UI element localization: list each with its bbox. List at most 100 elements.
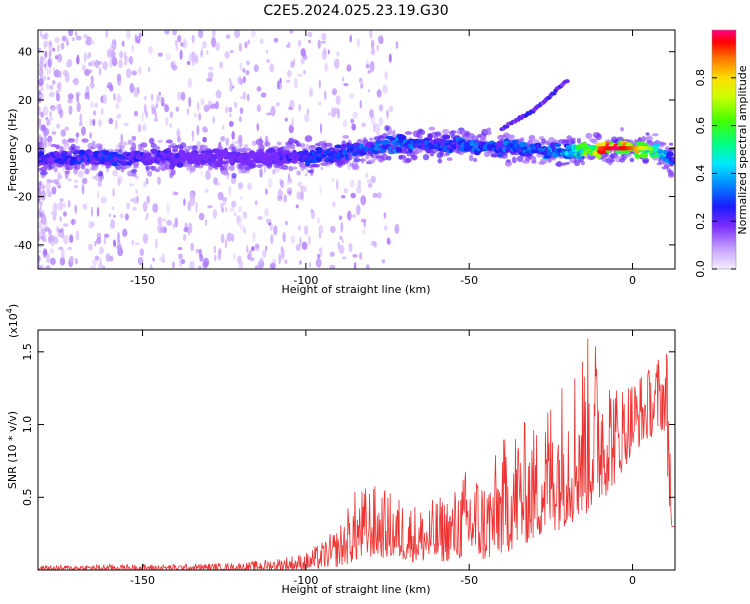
noise-speckle xyxy=(229,49,234,54)
noise-speckle xyxy=(129,183,135,187)
ridge-halo xyxy=(353,158,362,163)
noise-speckle xyxy=(236,255,242,264)
noise-speckle xyxy=(38,67,44,78)
noise-speckle xyxy=(307,108,310,115)
noise-speckle xyxy=(287,41,291,48)
ridge-halo xyxy=(629,157,635,163)
noise-speckle xyxy=(82,203,88,210)
noise-speckle xyxy=(135,175,139,180)
ridge-halo xyxy=(176,136,182,143)
noise-speckle xyxy=(157,216,163,225)
noise-speckle xyxy=(208,66,214,71)
noise-speckle xyxy=(374,123,377,128)
ridge-halo xyxy=(281,164,289,171)
ridge-halo xyxy=(73,164,81,170)
ridge-blob xyxy=(666,151,674,158)
ridge-halo xyxy=(155,168,160,173)
ridge-blob xyxy=(425,148,432,154)
noise-speckle xyxy=(60,129,66,137)
noise-speckle xyxy=(176,128,181,139)
noise-speckle xyxy=(137,123,142,133)
noise-speckle xyxy=(121,40,125,47)
noise-speckle xyxy=(300,48,306,57)
noise-speckle xyxy=(132,207,137,211)
noise-speckle xyxy=(49,84,54,90)
noise-speckle xyxy=(265,245,268,252)
ridge-halo xyxy=(472,157,478,163)
noise-speckle xyxy=(267,178,273,189)
noise-speckle xyxy=(210,36,217,48)
noise-speckle xyxy=(195,201,198,213)
ridge-halo xyxy=(645,132,650,136)
noise-speckle xyxy=(297,39,302,47)
noise-speckle xyxy=(131,135,137,141)
noise-speckle xyxy=(88,220,94,229)
ridge-halo xyxy=(446,157,453,161)
noise-speckle xyxy=(217,250,222,261)
ridge-halo xyxy=(342,134,350,139)
noise-speckle xyxy=(142,233,149,244)
noise-speckle xyxy=(133,110,139,117)
noise-speckle xyxy=(229,112,232,118)
noise-speckle xyxy=(303,70,307,75)
noise-speckle xyxy=(189,260,195,269)
noise-speckle xyxy=(110,43,116,49)
noise-speckle xyxy=(329,251,335,257)
noise-speckle xyxy=(69,255,74,263)
noise-speckle xyxy=(290,234,296,244)
ridge-halo xyxy=(404,131,413,135)
noise-speckle xyxy=(310,208,314,214)
noise-speckle xyxy=(242,75,246,84)
ridge-blob xyxy=(111,162,118,167)
ridge-halo xyxy=(419,129,426,136)
ridge-blob xyxy=(373,146,379,151)
noise-speckle xyxy=(203,104,210,113)
noise-speckle xyxy=(335,178,339,190)
noise-speckle xyxy=(248,249,252,259)
noise-speckle xyxy=(228,106,233,113)
noise-speckle xyxy=(58,246,63,251)
noise-speckle xyxy=(75,132,80,138)
ridge-halo xyxy=(398,154,407,160)
noise-speckle xyxy=(58,229,63,233)
noise-speckle xyxy=(50,257,56,266)
noise-speckle xyxy=(89,132,92,139)
noise-speckle xyxy=(282,232,287,243)
ridge-halo xyxy=(55,144,61,149)
noise-speckle xyxy=(48,50,52,58)
noise-speckle xyxy=(131,44,134,53)
noise-speckle xyxy=(110,219,116,230)
noise-speckle xyxy=(159,226,165,234)
noise-speckle xyxy=(99,256,102,267)
noise-speckle xyxy=(351,123,356,131)
ridge-halo xyxy=(286,143,292,148)
ridge-halo xyxy=(81,138,89,143)
noise-speckle xyxy=(43,249,48,256)
noise-speckle xyxy=(115,119,118,130)
ridge-halo xyxy=(450,130,457,134)
ridge-blob xyxy=(150,148,158,155)
noise-speckle xyxy=(234,212,237,217)
noise-speckle xyxy=(254,200,258,206)
noise-speckle xyxy=(206,77,213,82)
noise-speckle xyxy=(239,62,243,71)
noise-speckle xyxy=(83,33,88,39)
noise-speckle xyxy=(108,117,114,125)
noise-speckle xyxy=(381,259,386,264)
noise-speckle xyxy=(280,247,285,259)
noise-speckle xyxy=(75,35,82,41)
noise-speckle xyxy=(67,246,73,251)
ridge-halo xyxy=(365,155,370,160)
noise-speckle xyxy=(63,211,67,217)
noise-speckle xyxy=(388,105,394,113)
ridge-halo xyxy=(669,147,675,151)
noise-speckle xyxy=(55,93,61,102)
noise-speckle xyxy=(89,81,95,89)
noise-speckle xyxy=(370,175,376,184)
noise-speckle xyxy=(87,69,93,74)
ridge-blob xyxy=(166,147,171,152)
ridge-halo xyxy=(222,172,230,176)
ridge-halo xyxy=(255,138,264,146)
noise-speckle xyxy=(264,188,268,195)
ridge-blob xyxy=(639,142,649,147)
